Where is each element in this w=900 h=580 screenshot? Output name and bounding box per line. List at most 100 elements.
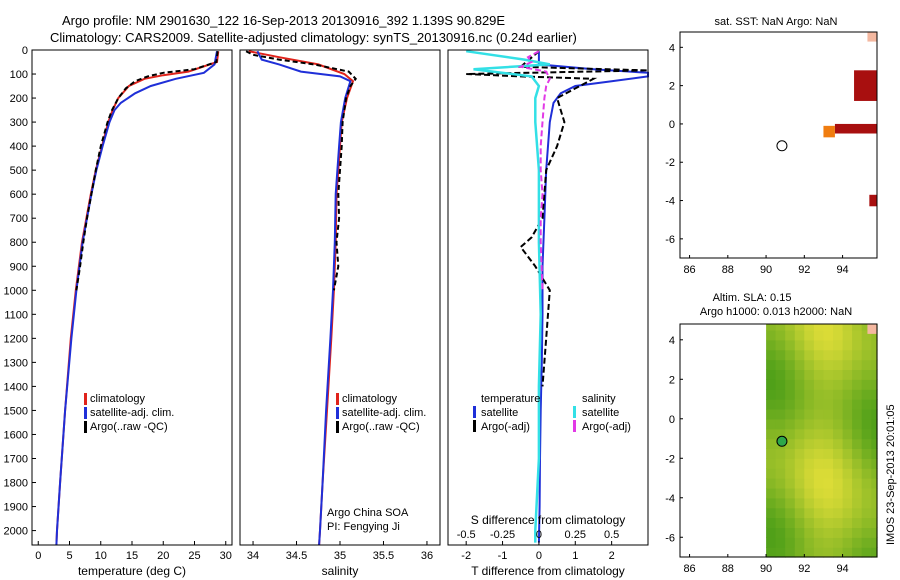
y-tick-label: 100 [10,69,28,81]
y-tick-label: 1200 [4,333,28,345]
sla-cell [823,408,834,420]
sla-cell [861,399,872,410]
difference-x-ticks: -2 -1 0 1 2 [461,541,615,562]
x-tick-label: 86 [683,563,695,575]
sla-cell [813,517,825,528]
sla-cell [804,349,815,361]
sla-cell [833,438,844,449]
series-s-argo-adj- [517,50,551,291]
sla-cell [842,349,853,361]
sla-cell [785,428,796,440]
sla-cell [852,487,863,499]
sla-cell [871,438,878,449]
sla-cell [861,389,872,400]
sla-cell [804,369,815,380]
x-tick-label: 36 [421,550,433,562]
sla-cell [785,399,796,410]
sla-cell [842,547,853,558]
sla-cell [833,324,844,331]
sla-cell [813,458,825,469]
sla-cell [833,487,844,499]
sla-cell [861,418,872,430]
y-tick-label: 1800 [4,478,28,490]
sla-cell [861,527,872,538]
y-tick-label: 1700 [4,453,28,465]
sla-cell [766,507,777,519]
sla-cell [785,527,796,538]
sla-cell [794,399,805,410]
sla-cell [833,369,844,380]
y-tick-label: 0 [22,45,28,57]
sla-cell [794,418,805,430]
legend-label-climatology: climatology [342,393,398,405]
sla-cell [794,537,805,548]
sla-cell [766,379,777,390]
sla-cell [775,428,786,440]
sst-cell [834,123,877,134]
sla-cell [861,428,872,440]
salinity-panel: 34 34.5 35 35.5 36 salinity climatology sate… [239,49,441,578]
salinity-plot-area [245,50,358,546]
sla-cell [813,468,825,479]
sla-cell [852,389,863,400]
sla-cell [833,389,844,400]
sla-cell [871,339,878,351]
sla-cell [833,458,844,469]
sla-cell [842,468,853,479]
sla-map-frame [679,323,878,558]
sla-cell [785,458,796,469]
sla-cell [833,408,844,420]
sla-cell [813,418,825,430]
y-tick-label: 500 [10,165,28,177]
sla-cell [794,369,805,380]
sla-cell [861,507,872,519]
sla-cell [833,547,844,558]
sla-cell [823,497,834,509]
difference-t-label: T difference from climatology [471,564,625,578]
sla-cell [823,547,834,558]
sla-cell [833,428,844,440]
sla-cell [794,359,805,370]
x-tick-label: 92 [798,264,810,276]
sla-cell [766,458,777,469]
sla-map-title-1: Altim. SLA: 0.15 [713,292,792,304]
sla-cell [813,497,825,509]
sla-cell [842,448,853,459]
sla-cell [804,408,815,420]
sla-cell [833,478,844,489]
sla-cell [794,438,805,449]
sla-cell [813,349,825,361]
sla-cell [823,369,834,380]
sla-cell [813,379,825,390]
y-tick-label: 4 [669,335,675,347]
sla-cell [775,497,786,509]
sla-map-title-2: Argo h1000: 0.013 h2000: NaN [700,306,852,318]
sla-cell [766,369,777,380]
sla-cell [842,324,853,331]
sla-cell [804,359,815,370]
header-line-1: Argo profile: NM 2901630_122 16-Sep-2013… [62,13,505,28]
sla-cell [813,399,825,410]
sla-cell [852,339,863,351]
x-tick-label: 35 [334,550,346,562]
temperature-panel: 0 5 10 15 20 25 30 0 100 200 300 400 500 600 700 800 90… [4,45,233,578]
x-tick-label: 35.5 [373,550,394,562]
y-tick-label: 2 [669,81,675,93]
y-tick-label: 1500 [4,405,28,417]
sla-cell [804,448,815,459]
sst-cell [823,125,835,138]
sla-cell [775,324,786,331]
sla-cell [871,369,878,380]
sla-cell [804,517,815,528]
sla-cell [804,438,815,449]
s-tick-label: 0 [536,529,542,541]
sla-cell [852,379,863,390]
sla-cell [775,487,786,499]
sst-map-frame [679,31,878,259]
sla-cell [861,329,872,341]
y-tick-label: 400 [10,141,28,153]
sla-cell [861,438,872,449]
sla-cell [842,359,853,370]
sst-map-ticks: 86 88 90 92 94 4 2 0 -2 -4 -6 [665,42,848,276]
sla-cell [775,349,786,361]
